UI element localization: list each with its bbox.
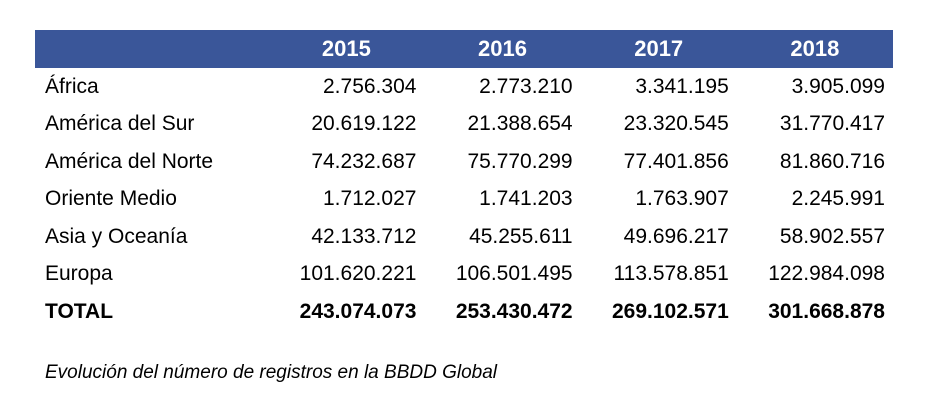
cell-value: 31.770.417 bbox=[779, 112, 885, 136]
cell-value: 75.770.299 bbox=[467, 149, 573, 173]
header-label-cell bbox=[35, 30, 268, 68]
table-row: América del Sur 20.619.122 21.388.654 23… bbox=[35, 106, 893, 144]
row-label: África bbox=[45, 74, 99, 98]
cell-value: 2.773.210 bbox=[479, 74, 573, 98]
header-row: 2015 2016 2017 2018 bbox=[35, 30, 893, 68]
table-row: Asia y Oceanía 42.133.712 45.255.611 49.… bbox=[35, 218, 893, 256]
total-value: 269.102.571 bbox=[611, 299, 729, 323]
row-label: América del Sur bbox=[45, 112, 195, 136]
total-value: 301.668.878 bbox=[768, 299, 885, 323]
table-row: Oriente Medio 1.712.027 1.741.203 1.763.… bbox=[35, 181, 893, 219]
cell-value: 3.905.099 bbox=[791, 74, 885, 98]
row-label: Oriente Medio bbox=[45, 187, 177, 211]
registros-table: 2015 2016 2017 2018 África 2.756.304 2.7… bbox=[35, 30, 893, 331]
cell-value: 122.984.098 bbox=[768, 262, 885, 286]
cell-value: 1.712.027 bbox=[323, 187, 417, 211]
cell-value: 81.860.716 bbox=[779, 149, 885, 173]
table-row: Europa 101.620.221 106.501.495 113.578.8… bbox=[35, 256, 893, 294]
row-label: Asia y Oceanía bbox=[45, 224, 188, 248]
cell-value: 1.741.203 bbox=[479, 187, 573, 211]
total-value: 243.074.073 bbox=[299, 299, 417, 323]
cell-value: 74.232.687 bbox=[311, 149, 417, 173]
cell-value: 2.245.991 bbox=[791, 187, 885, 211]
header-year-2015: 2015 bbox=[321, 36, 371, 61]
data-table-container: 2015 2016 2017 2018 África 2.756.304 2.7… bbox=[35, 30, 893, 331]
cell-value: 1.763.907 bbox=[635, 187, 729, 211]
cell-value: 45.255.611 bbox=[469, 224, 573, 248]
cell-value: 101.620.221 bbox=[299, 262, 417, 286]
header-year-2016: 2016 bbox=[478, 36, 527, 61]
cell-value: 20.619.122 bbox=[311, 112, 417, 136]
cell-value: 49.696.217 bbox=[623, 224, 729, 248]
cell-value: 113.578.851 bbox=[613, 262, 729, 286]
cell-value: 58.902.557 bbox=[779, 224, 885, 248]
cell-value: 77.401.856 bbox=[623, 149, 729, 173]
header-year-2018: 2018 bbox=[790, 36, 840, 61]
total-row: TOTAL 243.074.073 253.430.472 269.102.57… bbox=[35, 293, 893, 331]
row-label: América del Norte bbox=[45, 149, 214, 173]
header-year-2017: 2017 bbox=[634, 36, 684, 61]
total-value: 253.430.472 bbox=[455, 299, 573, 323]
total-label: TOTAL bbox=[45, 299, 114, 323]
row-label: Europa bbox=[45, 262, 113, 286]
table-caption: Evolución del número de registros en la … bbox=[45, 362, 498, 383]
cell-value: 23.320.545 bbox=[623, 112, 729, 136]
cell-value: 3.341.195 bbox=[635, 74, 729, 98]
cell-value: 42.133.712 bbox=[311, 224, 417, 248]
table-row: América del Norte 74.232.687 75.770.299 … bbox=[35, 143, 893, 181]
cell-value: 2.756.304 bbox=[323, 74, 417, 98]
table-row: África 2.756.304 2.773.210 3.341.195 3.9… bbox=[35, 68, 893, 106]
cell-value: 106.501.495 bbox=[455, 262, 573, 286]
cell-value: 21.388.654 bbox=[467, 112, 573, 136]
